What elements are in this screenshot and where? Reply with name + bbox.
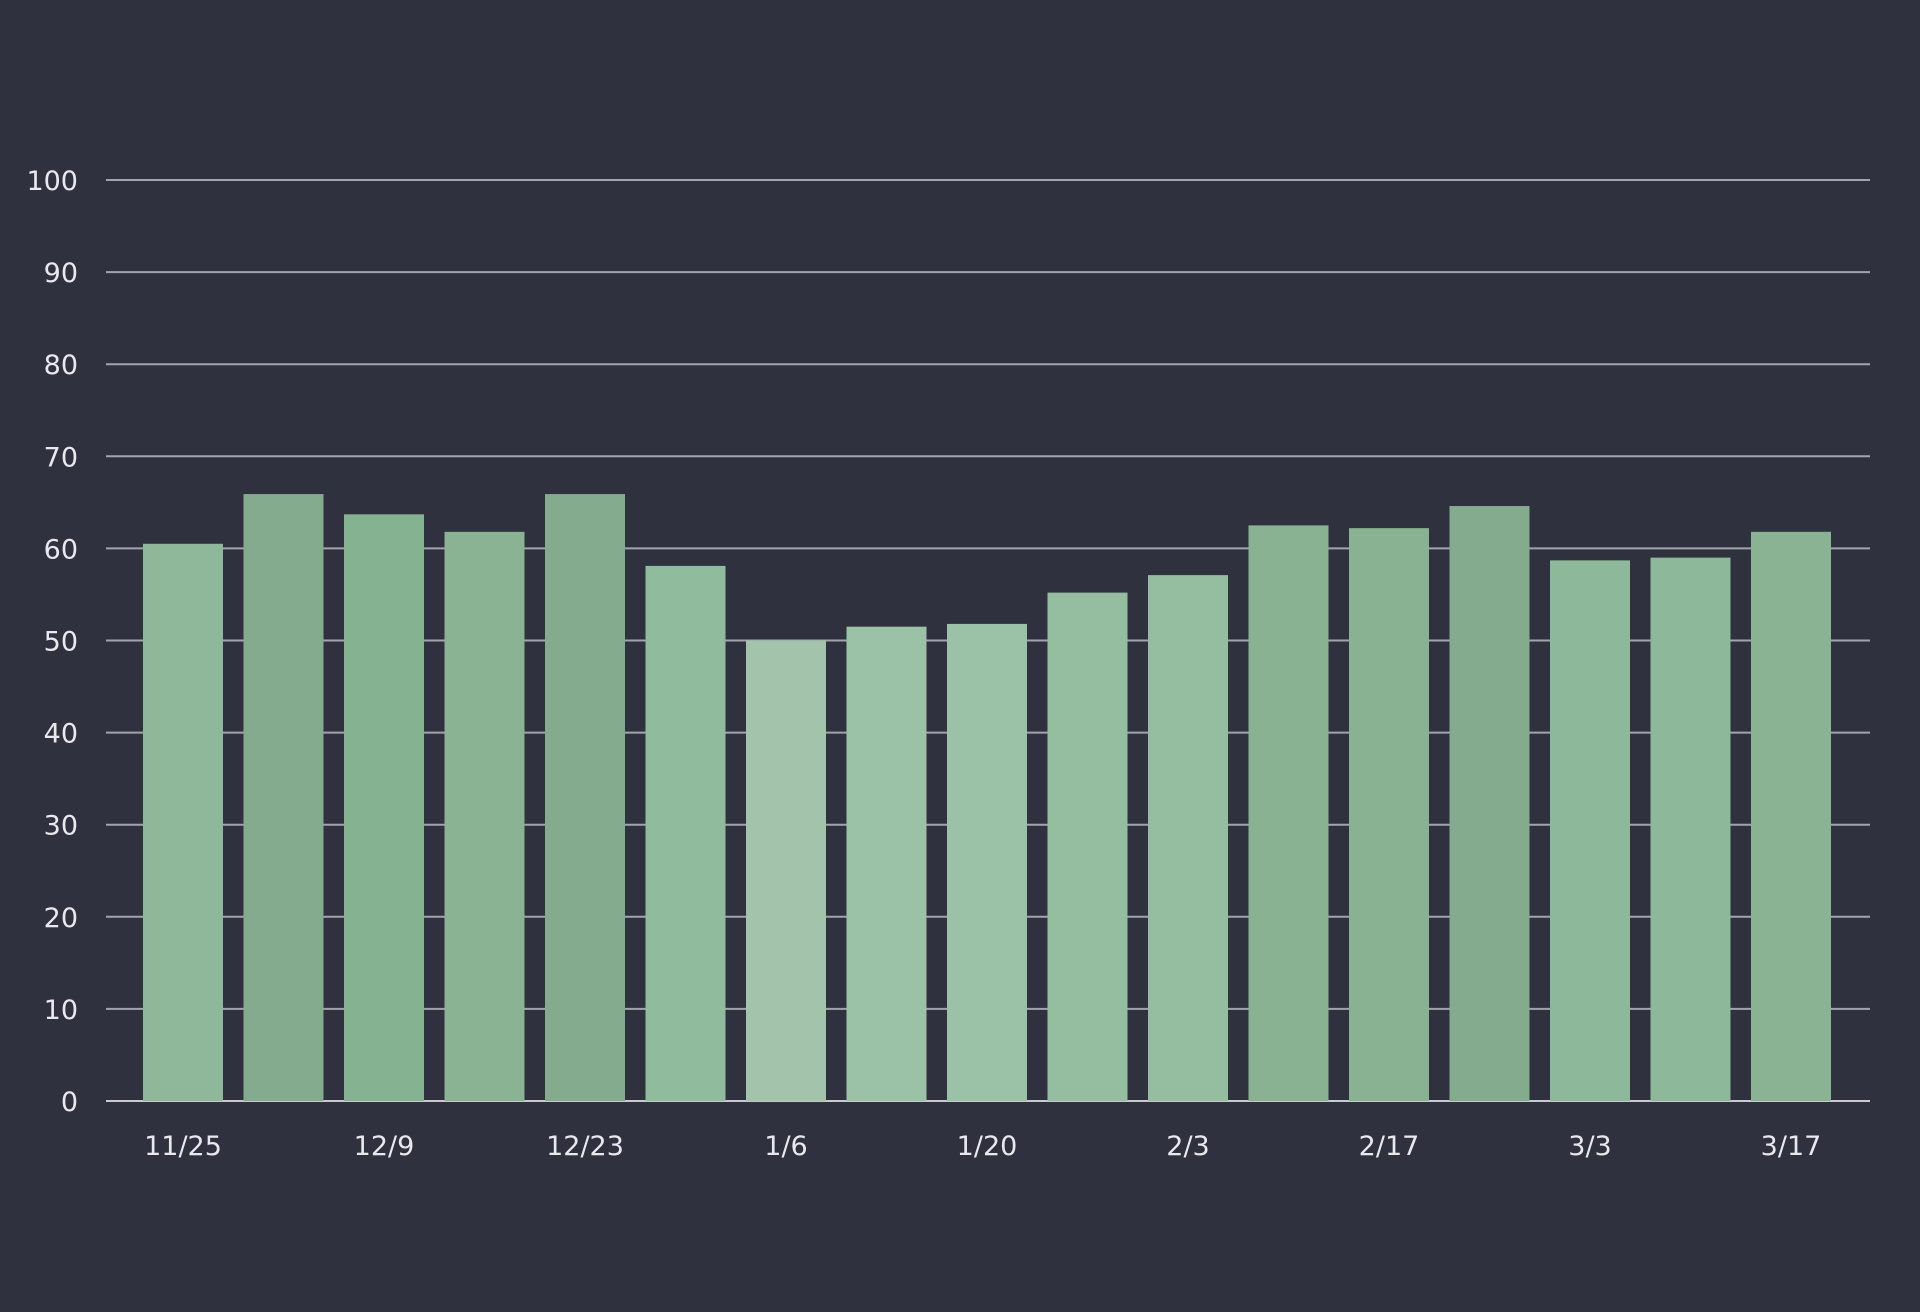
bar-12-2 <box>243 494 324 1101</box>
bar-1-13 <box>846 626 927 1101</box>
bar-1-6 <box>746 640 826 1101</box>
bar-11-25 <box>143 543 223 1101</box>
bar-2-3 <box>1148 575 1228 1101</box>
x-tick-label: 3/17 <box>1761 1131 1822 1162</box>
bar-3-3 <box>1550 560 1630 1101</box>
x-axis-ticks: 11/25 12/9 12/23 1/6 1/20 2/3 2/17 3/3 3/17 <box>144 1131 1821 1162</box>
bar-3-17 <box>1751 531 1831 1101</box>
x-tick-label: 12/9 <box>354 1131 415 1162</box>
y-tick-label: 30 <box>44 811 78 842</box>
bar-12-30 <box>645 565 726 1101</box>
y-tick-label: 0 <box>61 1087 78 1118</box>
y-axis-ticks: 0 10 20 30 40 50 60 70 80 90 100 <box>26 166 78 1118</box>
bar-12-16 <box>444 531 525 1101</box>
bar-3-10 <box>1650 557 1731 1101</box>
y-tick-label: 40 <box>44 719 78 750</box>
x-tick-label: 2/17 <box>1359 1131 1420 1162</box>
bar-2-10 <box>1248 525 1329 1101</box>
bar-12-9 <box>344 514 424 1101</box>
bar-1-20 <box>947 623 1027 1101</box>
y-tick-label: 90 <box>44 258 78 289</box>
bars <box>143 494 1831 1101</box>
y-tick-label: 60 <box>44 534 78 565</box>
x-tick-label: 12/23 <box>546 1131 624 1162</box>
x-tick-label: 1/6 <box>764 1131 807 1162</box>
y-tick-label: 20 <box>44 903 78 934</box>
y-tick-label: 100 <box>26 166 78 197</box>
y-tick-label: 10 <box>44 995 78 1026</box>
bar-12-23 <box>545 494 625 1101</box>
y-tick-label: 70 <box>44 442 78 473</box>
x-tick-label: 11/25 <box>144 1131 222 1162</box>
bar-2-24 <box>1449 506 1530 1101</box>
bar-2-17 <box>1349 528 1429 1101</box>
y-tick-label: 50 <box>44 627 78 658</box>
bar-1-27 <box>1047 592 1128 1101</box>
x-tick-label: 3/3 <box>1568 1131 1611 1162</box>
y-tick-label: 80 <box>44 350 78 381</box>
x-tick-label: 2/3 <box>1166 1131 1209 1162</box>
x-tick-label: 1/20 <box>957 1131 1018 1162</box>
